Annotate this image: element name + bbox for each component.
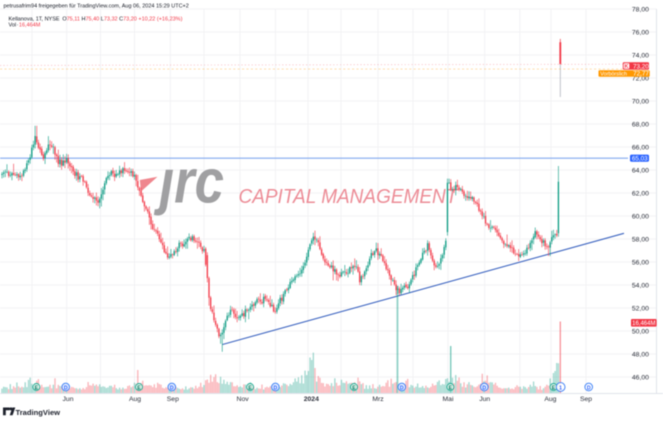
svg-text:Vol · 16,464M: Vol · 16,464M xyxy=(9,23,41,29)
svg-text:78,00: 78,00 xyxy=(632,7,649,14)
svg-text:E: E xyxy=(35,385,39,391)
svg-text:petrusafrim94 freigegeben für: petrusafrim94 freigegeben für TradingVie… xyxy=(4,3,189,9)
svg-text:Mai: Mai xyxy=(443,396,454,403)
svg-text:D: D xyxy=(587,385,591,391)
svg-text:Nov: Nov xyxy=(237,396,250,403)
svg-text:56,00: 56,00 xyxy=(632,260,649,267)
svg-text:60,00: 60,00 xyxy=(632,214,649,221)
svg-text:E: E xyxy=(137,385,141,391)
svg-text:E: E xyxy=(552,385,556,391)
svg-text:Vorbörslich: Vorbörslich xyxy=(600,72,627,78)
svg-text:Sep: Sep xyxy=(167,396,179,403)
svg-text:D: D xyxy=(274,385,278,391)
svg-text:D: D xyxy=(170,385,174,391)
svg-text:D: D xyxy=(482,385,486,391)
svg-text:72,77: 72,77 xyxy=(633,71,649,78)
svg-text:E: E xyxy=(248,385,252,391)
svg-text:D: D xyxy=(400,385,404,391)
svg-text:46,00: 46,00 xyxy=(632,375,649,382)
svg-text:16,464M: 16,464M xyxy=(632,321,655,327)
svg-text:CAPITAL MANAGEMENT: CAPITAL MANAGEMENT xyxy=(239,186,460,209)
svg-text:66,00: 66,00 xyxy=(632,145,649,152)
svg-text:D: D xyxy=(64,385,68,391)
svg-text:50,00: 50,00 xyxy=(632,329,649,336)
svg-text:K: K xyxy=(625,64,629,70)
svg-text:48,00: 48,00 xyxy=(632,352,649,359)
svg-text:73,20: 73,20 xyxy=(633,63,649,70)
svg-text:TradingView: TradingView xyxy=(16,408,61,417)
svg-text:65,03: 65,03 xyxy=(632,156,648,163)
svg-text:62,00: 62,00 xyxy=(632,191,649,198)
svg-text:74,00: 74,00 xyxy=(632,53,649,60)
svg-text:Aug: Aug xyxy=(544,396,556,403)
svg-text:54,00: 54,00 xyxy=(632,283,649,290)
svg-text:Jun: Jun xyxy=(479,396,490,403)
svg-text:52,00: 52,00 xyxy=(632,306,649,313)
svg-text:Sep: Sep xyxy=(580,396,592,403)
svg-text:ȷrc: ȷrc xyxy=(153,148,224,217)
svg-text:72,00: 72,00 xyxy=(632,76,649,83)
svg-text:1: 1 xyxy=(559,386,562,392)
svg-text:Mrz: Mrz xyxy=(372,396,384,403)
svg-text:E: E xyxy=(449,385,453,391)
svg-text:2024: 2024 xyxy=(304,396,319,403)
svg-text:64,00: 64,00 xyxy=(632,168,649,175)
svg-text:Kellanova, 1T, NYSE O75,11 H75: Kellanova, 1T, NYSE O75,11 H75,40 L73,32… xyxy=(9,17,183,23)
svg-text:70,00: 70,00 xyxy=(632,99,649,106)
svg-text:76,00: 76,00 xyxy=(632,30,649,37)
svg-text:Aug: Aug xyxy=(129,396,141,403)
svg-text:68,00: 68,00 xyxy=(632,122,649,129)
svg-text:E: E xyxy=(352,385,356,391)
svg-text:58,00: 58,00 xyxy=(632,237,649,244)
svg-text:Jun: Jun xyxy=(63,396,74,403)
